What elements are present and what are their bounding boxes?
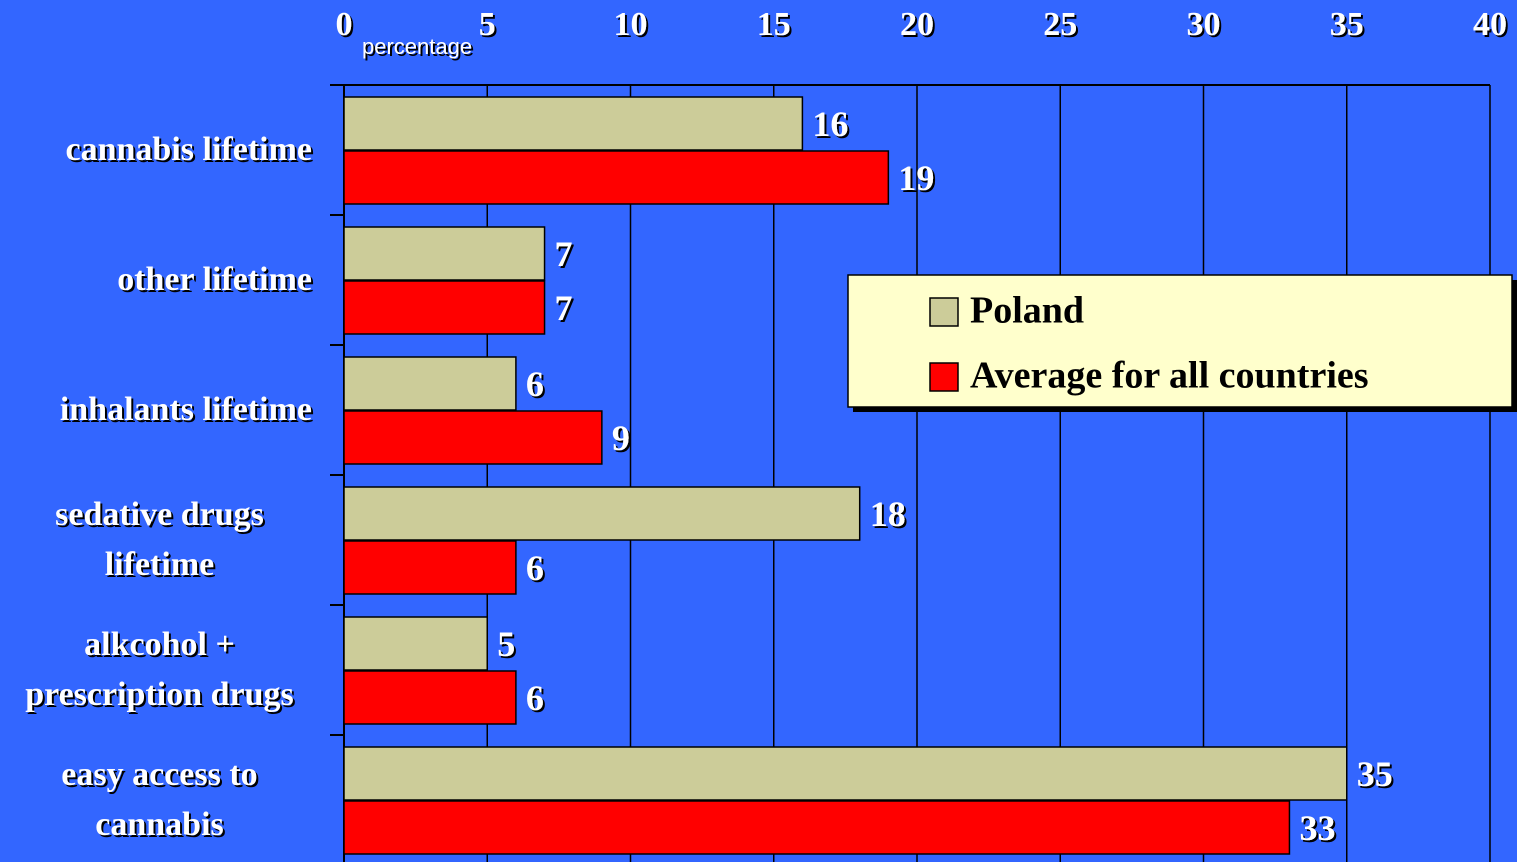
bar xyxy=(343,226,546,281)
x-tick-label: 25 xyxy=(1043,6,1077,43)
bar xyxy=(343,96,804,151)
bar xyxy=(343,800,1291,855)
data-label: 7 xyxy=(555,234,573,274)
y-tick-label: inhalants lifetime xyxy=(59,391,312,428)
bar xyxy=(343,540,517,595)
category-box: sedative drugs lifetime xyxy=(0,475,312,605)
category-box: inhalants lifetime xyxy=(0,345,312,475)
bar xyxy=(343,746,1348,801)
x-tick-label: 5 xyxy=(479,6,496,43)
bar xyxy=(343,486,861,541)
data-label: 7 xyxy=(555,288,573,328)
axis-label: percentage xyxy=(362,34,472,59)
data-label: 5 xyxy=(497,624,515,664)
data-label: 9 xyxy=(612,418,630,458)
y-tick-label: other lifetime xyxy=(117,261,312,298)
x-tick-label: 0 xyxy=(336,6,353,43)
category-box: alkcohol + prescription drugs xyxy=(0,605,312,735)
data-label: 18 xyxy=(870,494,906,534)
data-label: 6 xyxy=(526,678,544,718)
category-box: easy access to cannabis xyxy=(0,735,312,862)
x-tick-label: 40 xyxy=(1473,6,1507,43)
y-tick-label: sedative drugs lifetime xyxy=(55,496,264,583)
y-tick-label: alkcohol + prescription drugs xyxy=(25,626,294,713)
category-box: cannabis lifetime xyxy=(0,85,312,215)
data-label: 19 xyxy=(898,158,934,198)
bar xyxy=(343,410,603,465)
y-tick-label: easy access to cannabis xyxy=(61,756,258,843)
data-label: 6 xyxy=(526,364,544,404)
bar xyxy=(343,616,488,671)
bar xyxy=(343,150,890,205)
bar xyxy=(343,356,517,411)
legend-label: Poland xyxy=(970,290,1084,332)
category-box: other lifetime xyxy=(0,215,312,345)
x-tick-label: 15 xyxy=(757,6,791,43)
x-tick-label: 20 xyxy=(900,6,934,43)
data-label: 35 xyxy=(1357,754,1393,794)
legend-label: Average for all countries xyxy=(970,355,1369,397)
x-tick-label: 10 xyxy=(614,6,648,43)
data-label: 16 xyxy=(812,104,848,144)
bar xyxy=(343,670,517,725)
bar xyxy=(343,280,546,335)
x-tick-label: 30 xyxy=(1187,6,1221,43)
data-label: 6 xyxy=(526,548,544,588)
legend-swatch xyxy=(929,297,959,327)
x-tick-label: 35 xyxy=(1330,6,1364,43)
data-label: 33 xyxy=(1299,808,1335,848)
y-tick-label: cannabis lifetime xyxy=(65,131,312,168)
legend-swatch xyxy=(929,362,959,392)
